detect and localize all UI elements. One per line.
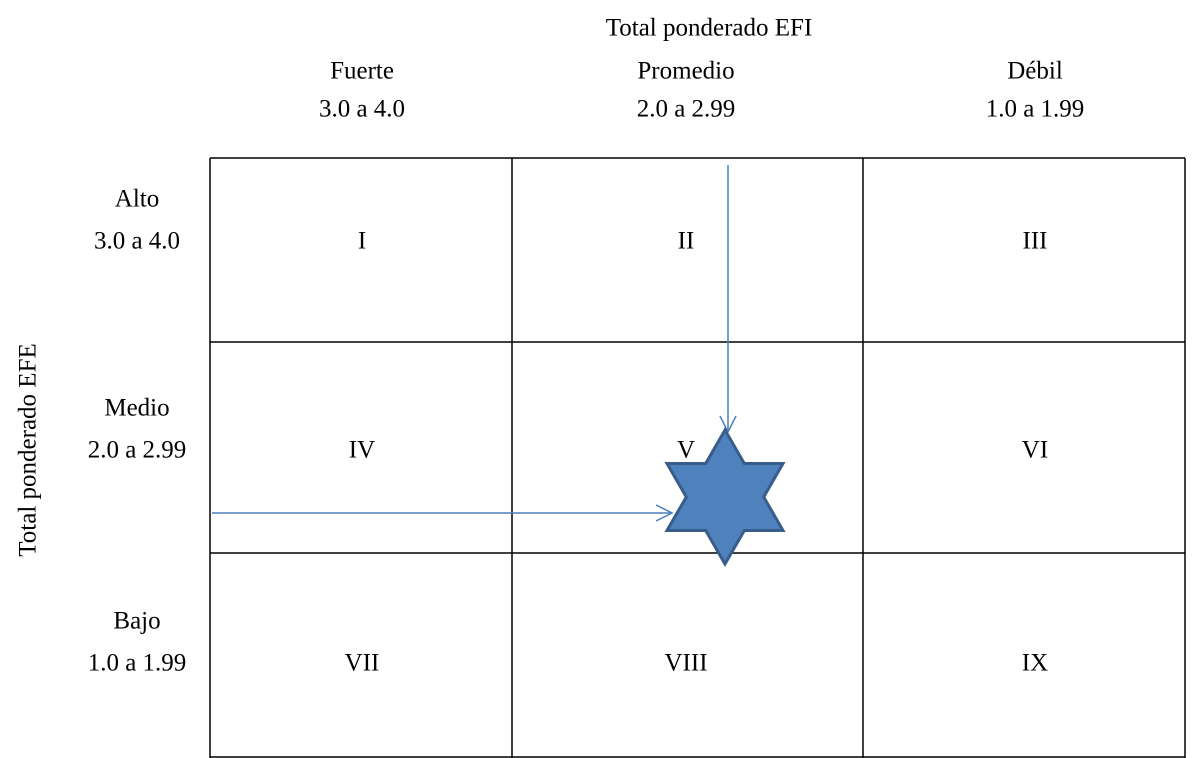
column-range: 3.0 a 4.0 (319, 96, 405, 123)
cell-label: III (1023, 228, 1048, 255)
column-label: Fuerte (330, 58, 394, 85)
column-label: Débil (1007, 58, 1063, 85)
row-range: 3.0 a 4.0 (94, 228, 180, 255)
cell-label: V (677, 437, 695, 464)
star-marker (664, 426, 786, 568)
labels: Fuerte 3.0 a 4.0 Promedio 2.0 a 2.99 Débil 1.… (88, 58, 1085, 677)
cell-label: VIII (664, 650, 707, 677)
row-label: Medio (104, 395, 169, 422)
arrows (212, 165, 737, 522)
y-axis-title: Total ponderado EFE (15, 343, 42, 556)
column-range: 1.0 a 1.99 (986, 96, 1085, 123)
cell-label: VII (345, 650, 380, 677)
cell-label: IX (1022, 650, 1048, 677)
row-label: Alto (115, 186, 159, 213)
row-range: 1.0 a 1.99 (88, 650, 187, 677)
cell-label: II (678, 228, 695, 255)
arrow-head (719, 415, 737, 434)
cell-label: IV (349, 437, 375, 464)
row-label: Bajo (113, 608, 160, 635)
grid (209, 157, 1186, 758)
cell-label: VI (1022, 437, 1048, 464)
row-range: 2.0 a 2.99 (88, 437, 187, 464)
cell-label: I (358, 228, 366, 255)
arrow-head (655, 504, 674, 522)
column-range: 2.0 a 2.99 (637, 96, 736, 123)
column-label: Promedio (637, 58, 734, 85)
x-axis-title: Total ponderado EFI (606, 15, 813, 42)
